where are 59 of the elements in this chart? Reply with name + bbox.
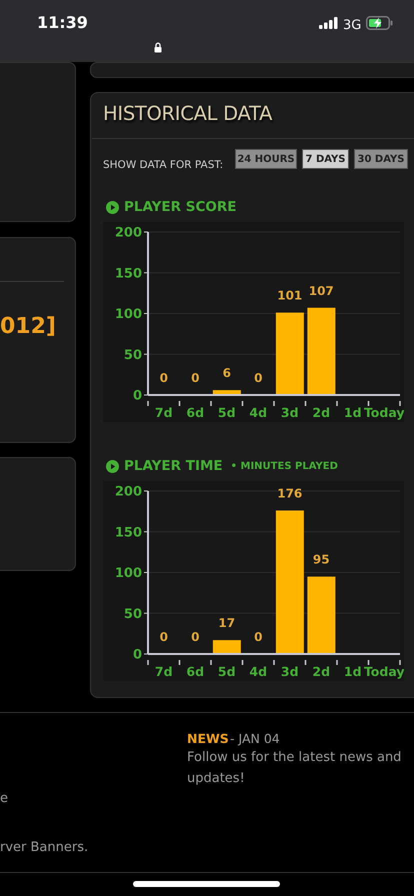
x-tick-label: Today — [364, 405, 405, 420]
y-tick-label: 200 — [114, 226, 142, 241]
x-tick-label: 2d — [312, 405, 330, 420]
chart-title: PLAYER SCORE — [124, 199, 236, 215]
y-tick-label: 0 — [132, 388, 142, 404]
text: Follow us for the latest news and updates! — [187, 750, 402, 786]
button: 30 DAYS — [354, 149, 408, 169]
y-tick-label: 150 — [114, 266, 142, 282]
x-tick-label: 5d — [218, 405, 236, 420]
x-tick-label: 1d — [344, 405, 362, 420]
text: HISTORICAL DATA — [103, 102, 272, 125]
x-tick-label: 3d — [280, 664, 299, 679]
x-tick-label: 6d — [186, 664, 204, 679]
bar — [307, 308, 336, 395]
data-label: 0 — [160, 630, 168, 644]
x-tick-label: 7d — [154, 405, 173, 420]
x-tick-label: 3d — [280, 405, 299, 420]
data-label: 107 — [308, 284, 334, 298]
button: 24 HOURS — [235, 149, 297, 169]
x-tick-label: 7d — [154, 664, 173, 679]
y-tick-label: 150 — [114, 525, 142, 540]
chart-subtitle: • MINUTES PLAYED — [230, 460, 338, 472]
bar — [307, 576, 336, 654]
y-tick-label: 50 — [124, 606, 142, 622]
bar — [276, 312, 304, 395]
text: 11:39 — [37, 13, 88, 32]
data-label: 176 — [277, 486, 302, 501]
text: rver Banners. — [0, 840, 88, 855]
data-label: 0 — [191, 630, 200, 644]
data-label: 101 — [277, 288, 302, 303]
text: 012] — [0, 314, 56, 339]
y-tick-label: 200 — [114, 484, 142, 500]
y-tick-label: 50 — [124, 348, 142, 363]
x-tick-label: 6d — [186, 405, 204, 420]
x-tick-label: 4d — [249, 664, 268, 679]
text: - JAN 04 — [230, 731, 280, 746]
text: SHOW DATA FOR PAST: — [103, 159, 224, 171]
text: 3G — [343, 18, 362, 33]
data-label: 0 — [254, 371, 262, 385]
data-label: 0 — [254, 630, 262, 644]
y-tick-label: 100 — [114, 307, 142, 322]
data-label: 95 — [312, 552, 330, 567]
chart-title: PLAYER TIME — [124, 458, 223, 474]
data-label: 6 — [222, 366, 231, 380]
data-label: 0 — [191, 371, 200, 385]
x-tick-label: 1d — [344, 664, 362, 679]
bar — [276, 510, 304, 654]
y-tick-label: 100 — [114, 566, 142, 582]
data-label: 0 — [160, 371, 168, 385]
data-label: 17 — [218, 616, 236, 630]
bar — [212, 640, 241, 654]
x-tick-label: 4d — [249, 405, 268, 420]
x-tick-label: 2d — [312, 664, 330, 679]
x-tick-label: 5d — [218, 664, 236, 679]
text: e — [0, 791, 8, 806]
button: 7 DAYS — [302, 149, 349, 169]
x-tick-label: Today — [364, 664, 405, 679]
text: NEWS — [187, 731, 229, 746]
y-tick-label: 0 — [132, 648, 142, 663]
